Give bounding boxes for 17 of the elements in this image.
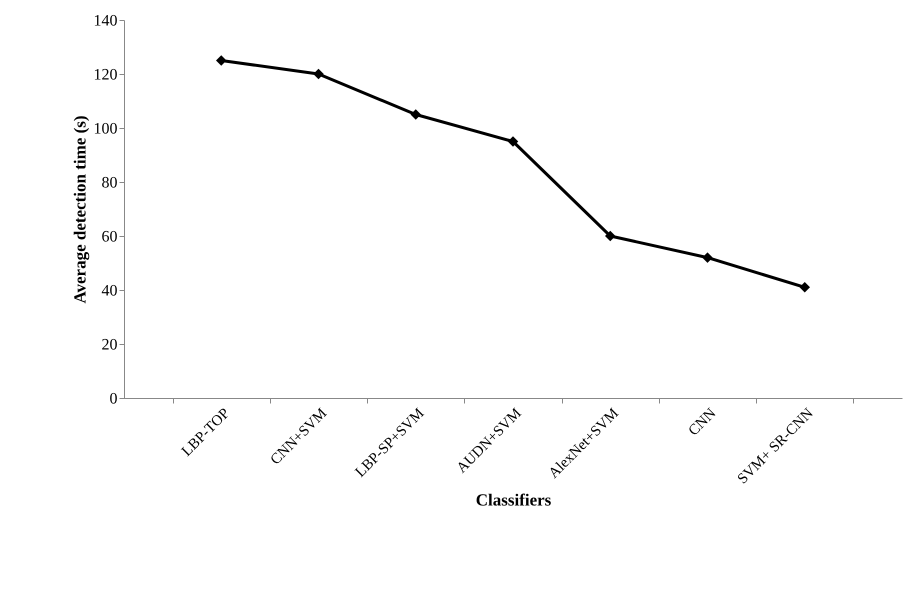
point <box>508 136 518 147</box>
y-tick-label: 140 <box>94 12 118 30</box>
point <box>216 55 226 66</box>
point <box>410 109 421 120</box>
y-tick-label: 80 <box>102 174 118 192</box>
x-axis-title: Classifiers <box>476 490 552 510</box>
y-tick-label: 60 <box>102 228 118 246</box>
point <box>605 230 616 242</box>
y-tick-label: 0 <box>110 390 118 408</box>
y-tick-label: 20 <box>102 336 118 354</box>
point <box>800 282 810 293</box>
y-axis-title: Average detection time (s) <box>70 115 90 304</box>
point <box>313 68 324 80</box>
y-tick-label: 40 <box>102 282 118 300</box>
y-tick-label: 120 <box>94 66 118 84</box>
point <box>702 252 713 263</box>
y-tick-label: 100 <box>94 120 118 138</box>
